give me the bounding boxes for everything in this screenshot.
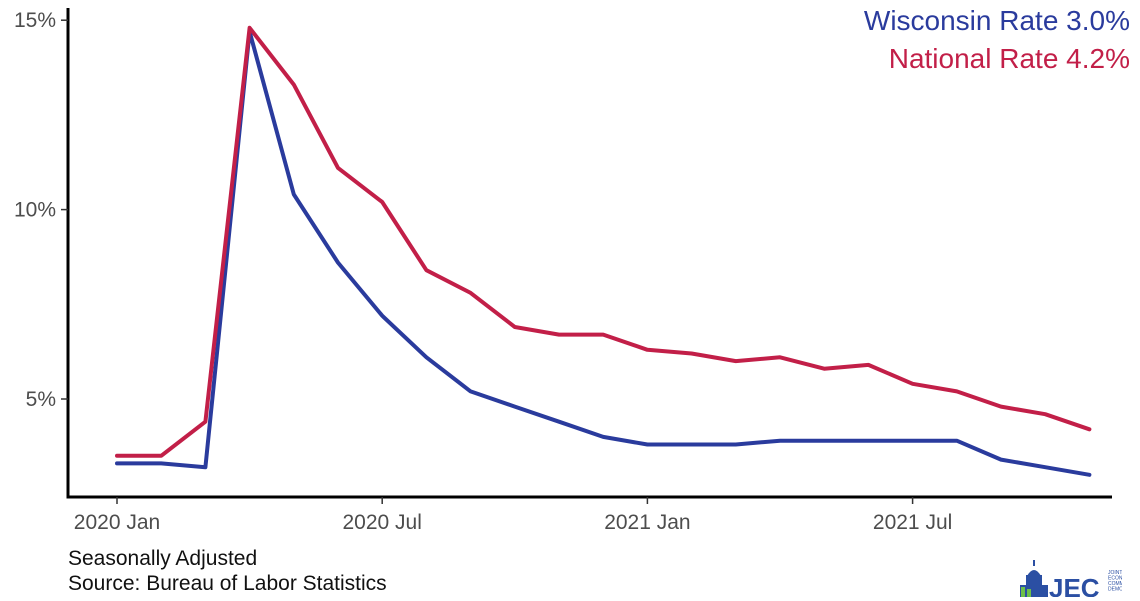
capitol-dome-icon xyxy=(1020,560,1048,597)
y-tick-label: 15% xyxy=(14,9,56,32)
x-tick-label: 2021 Jan xyxy=(604,511,690,534)
seasonal-adjustment-note: Seasonally Adjusted xyxy=(68,547,258,570)
logo-small-text-line: ECONOMIC xyxy=(1108,576,1122,582)
legend-label-national: National Rate 4.2% xyxy=(889,43,1130,74)
series-lines xyxy=(115,25,1092,477)
x-tick-label: 2020 Jan xyxy=(74,511,160,534)
logo-small-text-line: JOINT xyxy=(1108,570,1122,576)
series-line-national xyxy=(115,25,1092,458)
x-tick-label: 2020 Jul xyxy=(342,511,421,534)
source-note: Source: Bureau of Labor Statistics xyxy=(68,572,387,595)
chart-axes: 5% 10% 15% 2020 Jan 2020 Jul 2021 Jan 2021 Jul xyxy=(14,8,1112,534)
series-line-wisconsin xyxy=(115,29,1092,477)
x-tick-label: 2021 Jul xyxy=(873,511,952,534)
legend: Wisconsin Rate 3.0% National Rate 4.2% xyxy=(864,5,1130,74)
jec-logo: JEC JOINTECONOMICCOMMITTEEDEMOCRATS xyxy=(1020,560,1122,597)
legend-label-wisconsin: Wisconsin Rate 3.0% xyxy=(864,5,1130,36)
y-tick-label: 5% xyxy=(26,388,56,411)
logo-text: JEC xyxy=(1049,573,1100,597)
logo-small-text-line: DEMOCRATS xyxy=(1108,587,1122,593)
y-tick-label: 10% xyxy=(14,199,56,222)
logo-small-text: JOINTECONOMICCOMMITTEEDEMOCRATS xyxy=(1108,570,1122,593)
logo-small-text-line: COMMITTEE xyxy=(1108,581,1122,587)
